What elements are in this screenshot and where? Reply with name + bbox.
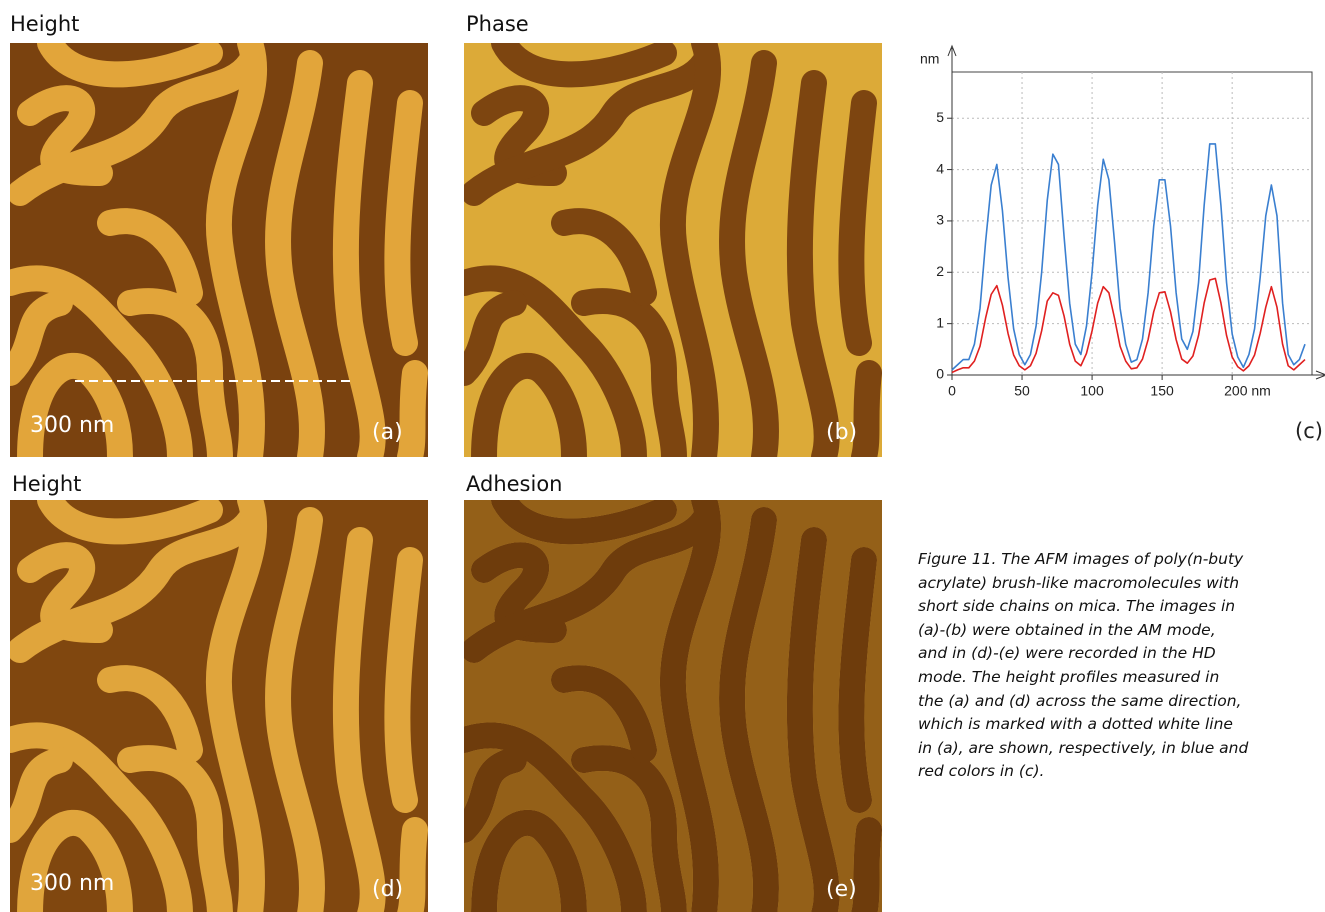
scale-label: 300 nm	[30, 413, 114, 438]
caption-line: which is marked with a dotted white line	[918, 715, 1233, 734]
caption-line: red colors in (c).	[918, 762, 1045, 781]
caption: Figure 11. The AFM images of poly(n-buty…	[918, 548, 1325, 784]
panel-title: Height	[12, 472, 82, 496]
y-tick-label: 1	[936, 314, 944, 330]
panel-letter: (c)	[1295, 419, 1323, 443]
x-tick-label: 200 nm	[1224, 383, 1271, 399]
series-line	[951, 277, 1306, 374]
y-axis-label: nm	[920, 51, 939, 67]
x-tick-label: 150	[1150, 383, 1174, 399]
panel-title: Phase	[466, 12, 529, 36]
series-line	[951, 143, 1306, 371]
afm-image: 300 nm (a)	[10, 43, 428, 457]
y-tick-label: 5	[936, 109, 944, 125]
panel-letter: (d)	[372, 877, 403, 902]
caption-line: Figure 11. The AFM images of poly(n-buty	[918, 550, 1244, 568]
caption-line: mode. The height profiles measured in	[918, 667, 1220, 686]
x-tick-label: 50	[1014, 383, 1030, 399]
panel-letter: (a)	[372, 420, 403, 445]
y-tick-label: 3	[936, 212, 944, 228]
caption-line: acrylate) brush-like macromolecules with	[918, 573, 1240, 592]
scale-label: 300 nm	[30, 871, 114, 896]
panel-title: Height	[10, 12, 80, 36]
caption-line: and in (d)-(e) were recorded in the HD	[918, 644, 1216, 663]
caption-line: the (a) and (d) across the same directio…	[918, 691, 1242, 710]
panel-letter: (b)	[826, 420, 857, 445]
y-tick-label: 4	[936, 160, 944, 176]
afm-image: (e)	[464, 500, 882, 912]
caption-line: in (a), are shown, respectively, in blue…	[918, 738, 1249, 757]
x-axis-arrow	[1315, 370, 1325, 380]
caption-line: (a)-(b) were obtained in the AM mode,	[918, 620, 1216, 639]
panel-letter: (e)	[826, 877, 857, 902]
x-tick-label: 100	[1080, 383, 1104, 399]
y-axis-arrow	[947, 44, 957, 57]
afm-image: (b)	[464, 43, 882, 457]
y-tick-label: 0	[936, 366, 944, 382]
y-tick-label: 2	[936, 263, 944, 279]
x-tick-label: 0	[948, 383, 956, 399]
caption-line: short side chains on mica. The images in	[918, 597, 1236, 616]
afm-image: 300 nm (d)	[10, 500, 428, 912]
plot-frame	[951, 71, 1313, 376]
panel-title: Adhesion	[466, 472, 563, 496]
